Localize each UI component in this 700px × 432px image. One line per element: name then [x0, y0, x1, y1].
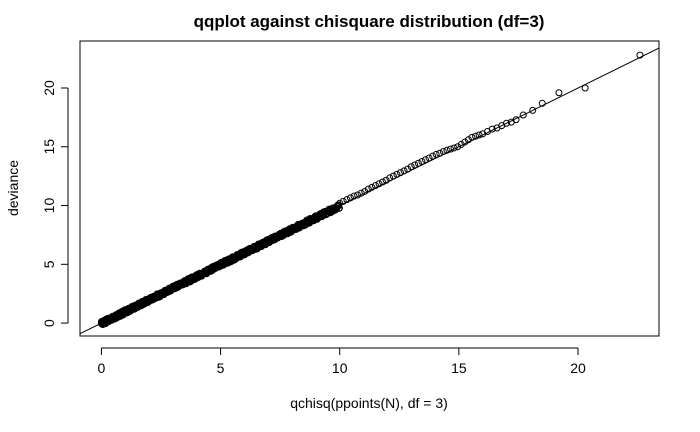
data-point [507, 118, 515, 126]
chart-title: qqplot against chisquare distribution (d… [194, 12, 545, 31]
data-point [379, 178, 387, 186]
data-point [493, 124, 501, 132]
data-point [346, 194, 354, 202]
data-point [339, 197, 347, 205]
data-point [436, 149, 444, 157]
data-point [361, 187, 369, 195]
data-point [454, 143, 462, 151]
data-point [479, 130, 487, 138]
data-point [529, 106, 537, 114]
x-axis-label: qchisq(ppoints(N), df = 3) [290, 395, 448, 411]
x-tick-label: 0 [98, 360, 106, 376]
data-point [393, 170, 401, 178]
data-point [335, 204, 343, 212]
x-axis: 0 5 10 15 20 [98, 347, 586, 376]
data-point [581, 84, 589, 92]
data-point [354, 191, 362, 199]
data-point [475, 131, 483, 139]
data-point [447, 145, 455, 153]
data-point [357, 189, 365, 197]
data-point [636, 51, 644, 59]
data-point [457, 140, 465, 148]
plot-frame [79, 40, 660, 337]
data-point [450, 144, 458, 152]
data-point [461, 138, 469, 146]
y-axis-label: deviance [5, 160, 21, 216]
x-tick-label: 20 [570, 360, 586, 376]
data-point [472, 132, 480, 140]
data-point [425, 154, 433, 162]
data-point [389, 172, 397, 180]
data-point [439, 147, 447, 155]
data-point [464, 136, 472, 144]
data-point [336, 199, 344, 207]
data-point [343, 196, 351, 204]
data-point [432, 150, 440, 158]
data-point [538, 99, 546, 107]
points-layer [97, 51, 644, 328]
x-tick-label: 5 [217, 360, 225, 376]
data-point [400, 167, 408, 175]
data-point [368, 183, 376, 191]
data-point [519, 111, 527, 119]
data-point [414, 159, 422, 167]
y-tick-label: 10 [41, 198, 57, 214]
data-point [421, 156, 429, 164]
data-point [443, 146, 451, 154]
data-point [396, 169, 404, 177]
y-tick-label: 0 [41, 319, 57, 327]
y-tick-label: 20 [41, 80, 57, 96]
data-point [468, 133, 476, 141]
data-point [555, 89, 563, 97]
y-tick-label: 15 [41, 139, 57, 155]
data-point [404, 165, 412, 173]
x-tick-label: 15 [451, 360, 467, 376]
data-point [382, 176, 390, 184]
data-point [364, 185, 372, 193]
y-tick-label: 5 [41, 260, 57, 268]
data-point [371, 182, 379, 190]
plot-area [80, 47, 659, 335]
data-point [407, 163, 415, 171]
data-point [418, 157, 426, 165]
data-point [386, 174, 394, 182]
x-tick-label: 10 [332, 360, 348, 376]
y-axis: 0 5 10 15 20 [41, 80, 69, 327]
data-point [375, 180, 383, 188]
data-point [429, 152, 437, 160]
data-point [350, 192, 358, 200]
data-point [411, 161, 419, 169]
